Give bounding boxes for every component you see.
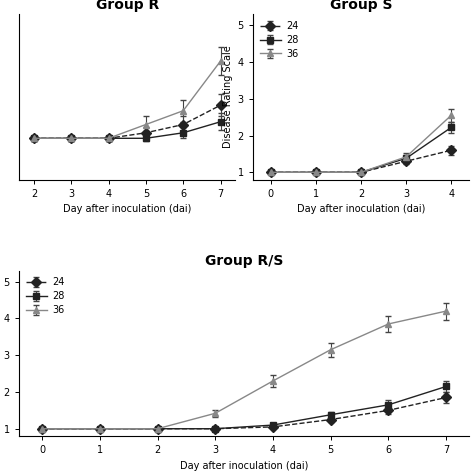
Title: Group R: Group R — [96, 0, 159, 12]
Title: Group R/S: Group R/S — [205, 254, 283, 268]
Title: Group S: Group S — [330, 0, 392, 12]
Y-axis label: Disease Rating Scale: Disease Rating Scale — [223, 46, 233, 148]
X-axis label: Day after inoculation (dai): Day after inoculation (dai) — [180, 461, 308, 471]
Legend: 24, 28, 36: 24, 28, 36 — [255, 17, 302, 63]
X-axis label: Day after inoculation (dai): Day after inoculation (dai) — [297, 204, 425, 214]
Legend: 24, 28, 36: 24, 28, 36 — [22, 273, 68, 319]
X-axis label: Day after inoculation (dai): Day after inoculation (dai) — [63, 204, 191, 214]
